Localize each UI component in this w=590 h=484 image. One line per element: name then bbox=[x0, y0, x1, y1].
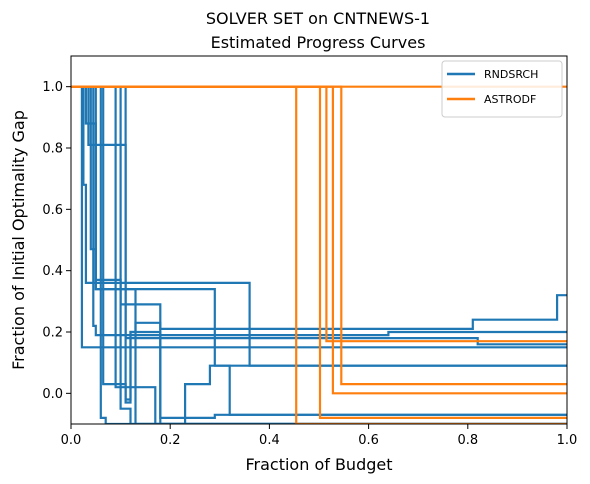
rndsrch-curve-10 bbox=[71, 85, 567, 424]
x-axis-label: Fraction of Budget bbox=[245, 455, 392, 474]
x-tick-label: 0.4 bbox=[259, 433, 280, 448]
y-tick-label: 1.0 bbox=[42, 80, 63, 95]
chart-subtitle: Estimated Progress Curves bbox=[211, 33, 426, 52]
y-tick-label: 0.4 bbox=[42, 264, 63, 279]
legend: RNDSRCH ASTRODF bbox=[441, 60, 563, 118]
y-axis-label: Fraction of Initial Optimality Gap bbox=[9, 110, 28, 370]
legend-label-astrodf: ASTRODF bbox=[484, 93, 536, 106]
rndsrch-curve-6 bbox=[71, 85, 567, 337]
x-tick-label: 0.8 bbox=[457, 433, 478, 448]
x-tick-label: 0.0 bbox=[61, 433, 82, 448]
y-tick-label: 0.6 bbox=[42, 203, 63, 218]
x-tick-label: 1.0 bbox=[557, 433, 578, 448]
plot-frame bbox=[70, 55, 568, 425]
rndsrch-curve-12 bbox=[71, 85, 567, 424]
y-tick-label: 0.8 bbox=[42, 142, 63, 157]
series-layer bbox=[71, 85, 567, 424]
chart-title: SOLVER SET on CNTNEWS-1 bbox=[206, 9, 430, 28]
x-tick-label: 0.6 bbox=[358, 433, 379, 448]
x-tick-label: 0.2 bbox=[160, 433, 181, 448]
y-tick-label: 0.0 bbox=[42, 387, 63, 402]
rndsrch-curve-2 bbox=[71, 85, 567, 367]
astrodf-curve-3 bbox=[71, 85, 567, 419]
astrodf-curve-6 bbox=[71, 85, 567, 386]
y-axis: 0.0 0.2 0.4 0.6 0.8 1.0 bbox=[42, 80, 71, 402]
rndsrch-curve-9 bbox=[71, 85, 567, 404]
x-axis: 0.0 0.2 0.4 0.6 0.8 1.0 bbox=[61, 424, 578, 448]
legend-label-rndsrch: RNDSRCH bbox=[484, 68, 538, 81]
y-tick-label: 0.2 bbox=[42, 326, 63, 341]
